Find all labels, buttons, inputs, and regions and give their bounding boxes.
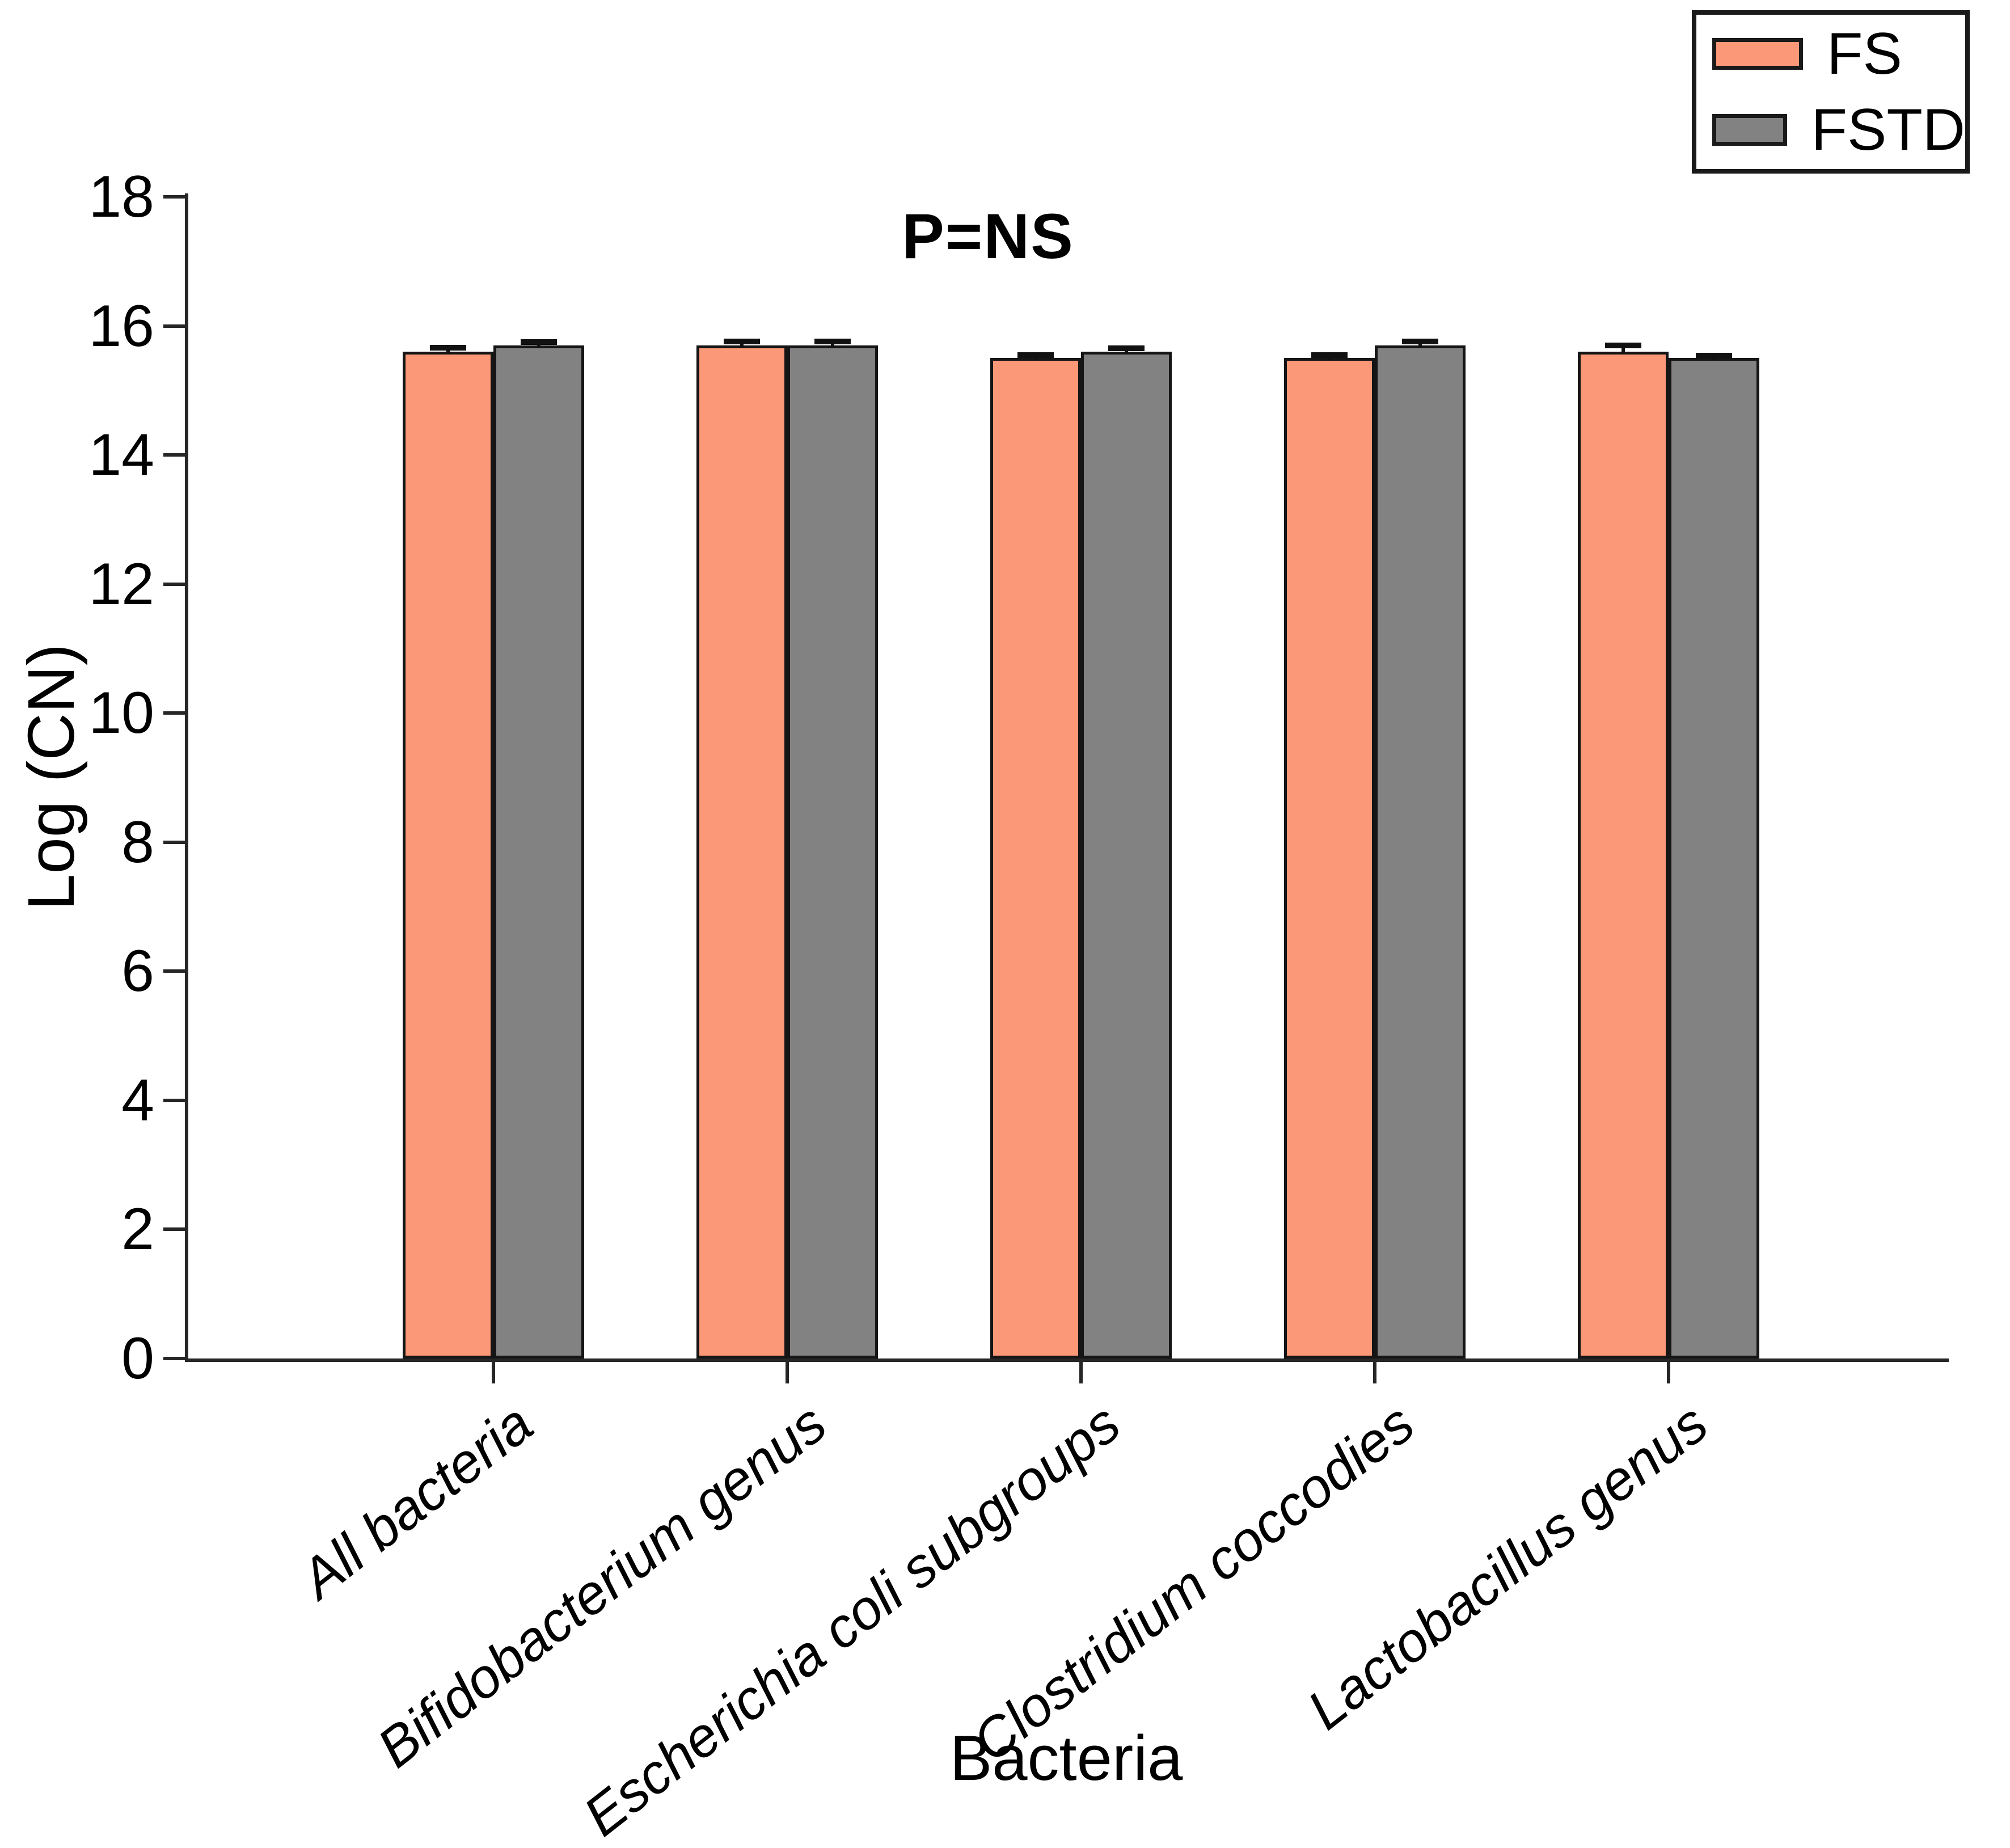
error-bar-cap (1605, 342, 1641, 348)
x-tick (492, 1362, 495, 1383)
bar-fs (403, 352, 493, 1358)
bar-fs (696, 345, 787, 1358)
x-axis-line (185, 1358, 1949, 1362)
error-bar-stem (831, 341, 834, 348)
bar-fstd (493, 345, 584, 1358)
error-bar-stem (1621, 345, 1625, 355)
error-bar-cap (1108, 345, 1145, 352)
x-tick (1667, 1362, 1670, 1383)
legend-label-fstd: FSTD (1811, 97, 1965, 163)
x-tick (1373, 1362, 1376, 1383)
bar-fs (1284, 358, 1375, 1358)
error-bar-cap (1402, 338, 1438, 344)
y-tick-label: 0 (121, 1326, 154, 1391)
bar-fstd (1081, 352, 1172, 1358)
error-bar-stem (740, 341, 744, 348)
y-tick-label: 2 (121, 1196, 154, 1263)
x-axis-title: Bacteria (949, 1723, 1183, 1794)
y-tick (163, 324, 185, 328)
bar-fs (990, 358, 1081, 1358)
bar-fstd (1669, 358, 1759, 1358)
y-tick-label: 12 (88, 551, 154, 617)
x-tick (786, 1362, 789, 1383)
error-bar-cap (814, 338, 851, 344)
y-tick-label: 14 (88, 422, 154, 488)
legend-swatch-fstd (1712, 114, 1788, 146)
legend-swatch-fs (1712, 38, 1803, 70)
error-bar-stem (446, 348, 450, 355)
y-tick (163, 969, 185, 973)
y-tick-label: 18 (88, 164, 154, 230)
bar-fs (1578, 352, 1669, 1358)
legend-entry-fstd: FSTD (1712, 100, 1965, 159)
y-tick (163, 1357, 185, 1360)
error-bar-cap (521, 339, 557, 345)
bar-fstd (1375, 345, 1466, 1358)
error-bar-stem (1418, 341, 1422, 348)
y-tick (163, 195, 185, 199)
y-tick-label: 8 (121, 809, 154, 875)
error-bar-cap (1696, 352, 1732, 358)
bar-fstd (787, 345, 878, 1358)
error-bar-cap (430, 345, 466, 351)
error-bar-cap (1311, 352, 1348, 358)
y-tick (163, 711, 185, 715)
y-tick-label: 6 (121, 938, 154, 1005)
error-bar-cap (724, 338, 760, 344)
error-bar-cap (1017, 352, 1054, 358)
chart-title: P=NS (902, 201, 1074, 272)
y-tick-label: 16 (88, 293, 154, 359)
y-tick (163, 1227, 185, 1231)
legend-label-fs: FS (1827, 21, 1902, 87)
legend-entry-fs: FS (1712, 24, 1965, 83)
y-tick-label: 4 (121, 1067, 154, 1133)
y-tick-label: 10 (88, 680, 154, 746)
y-tick (163, 453, 185, 457)
legend: FS FSTD (1692, 10, 1970, 174)
y-axis-line (185, 193, 188, 1362)
y-tick (163, 840, 185, 844)
y-tick (163, 582, 185, 586)
x-tick (1079, 1362, 1083, 1383)
x-category-label: All bacteria (289, 1391, 544, 1610)
y-tick (163, 1098, 185, 1102)
